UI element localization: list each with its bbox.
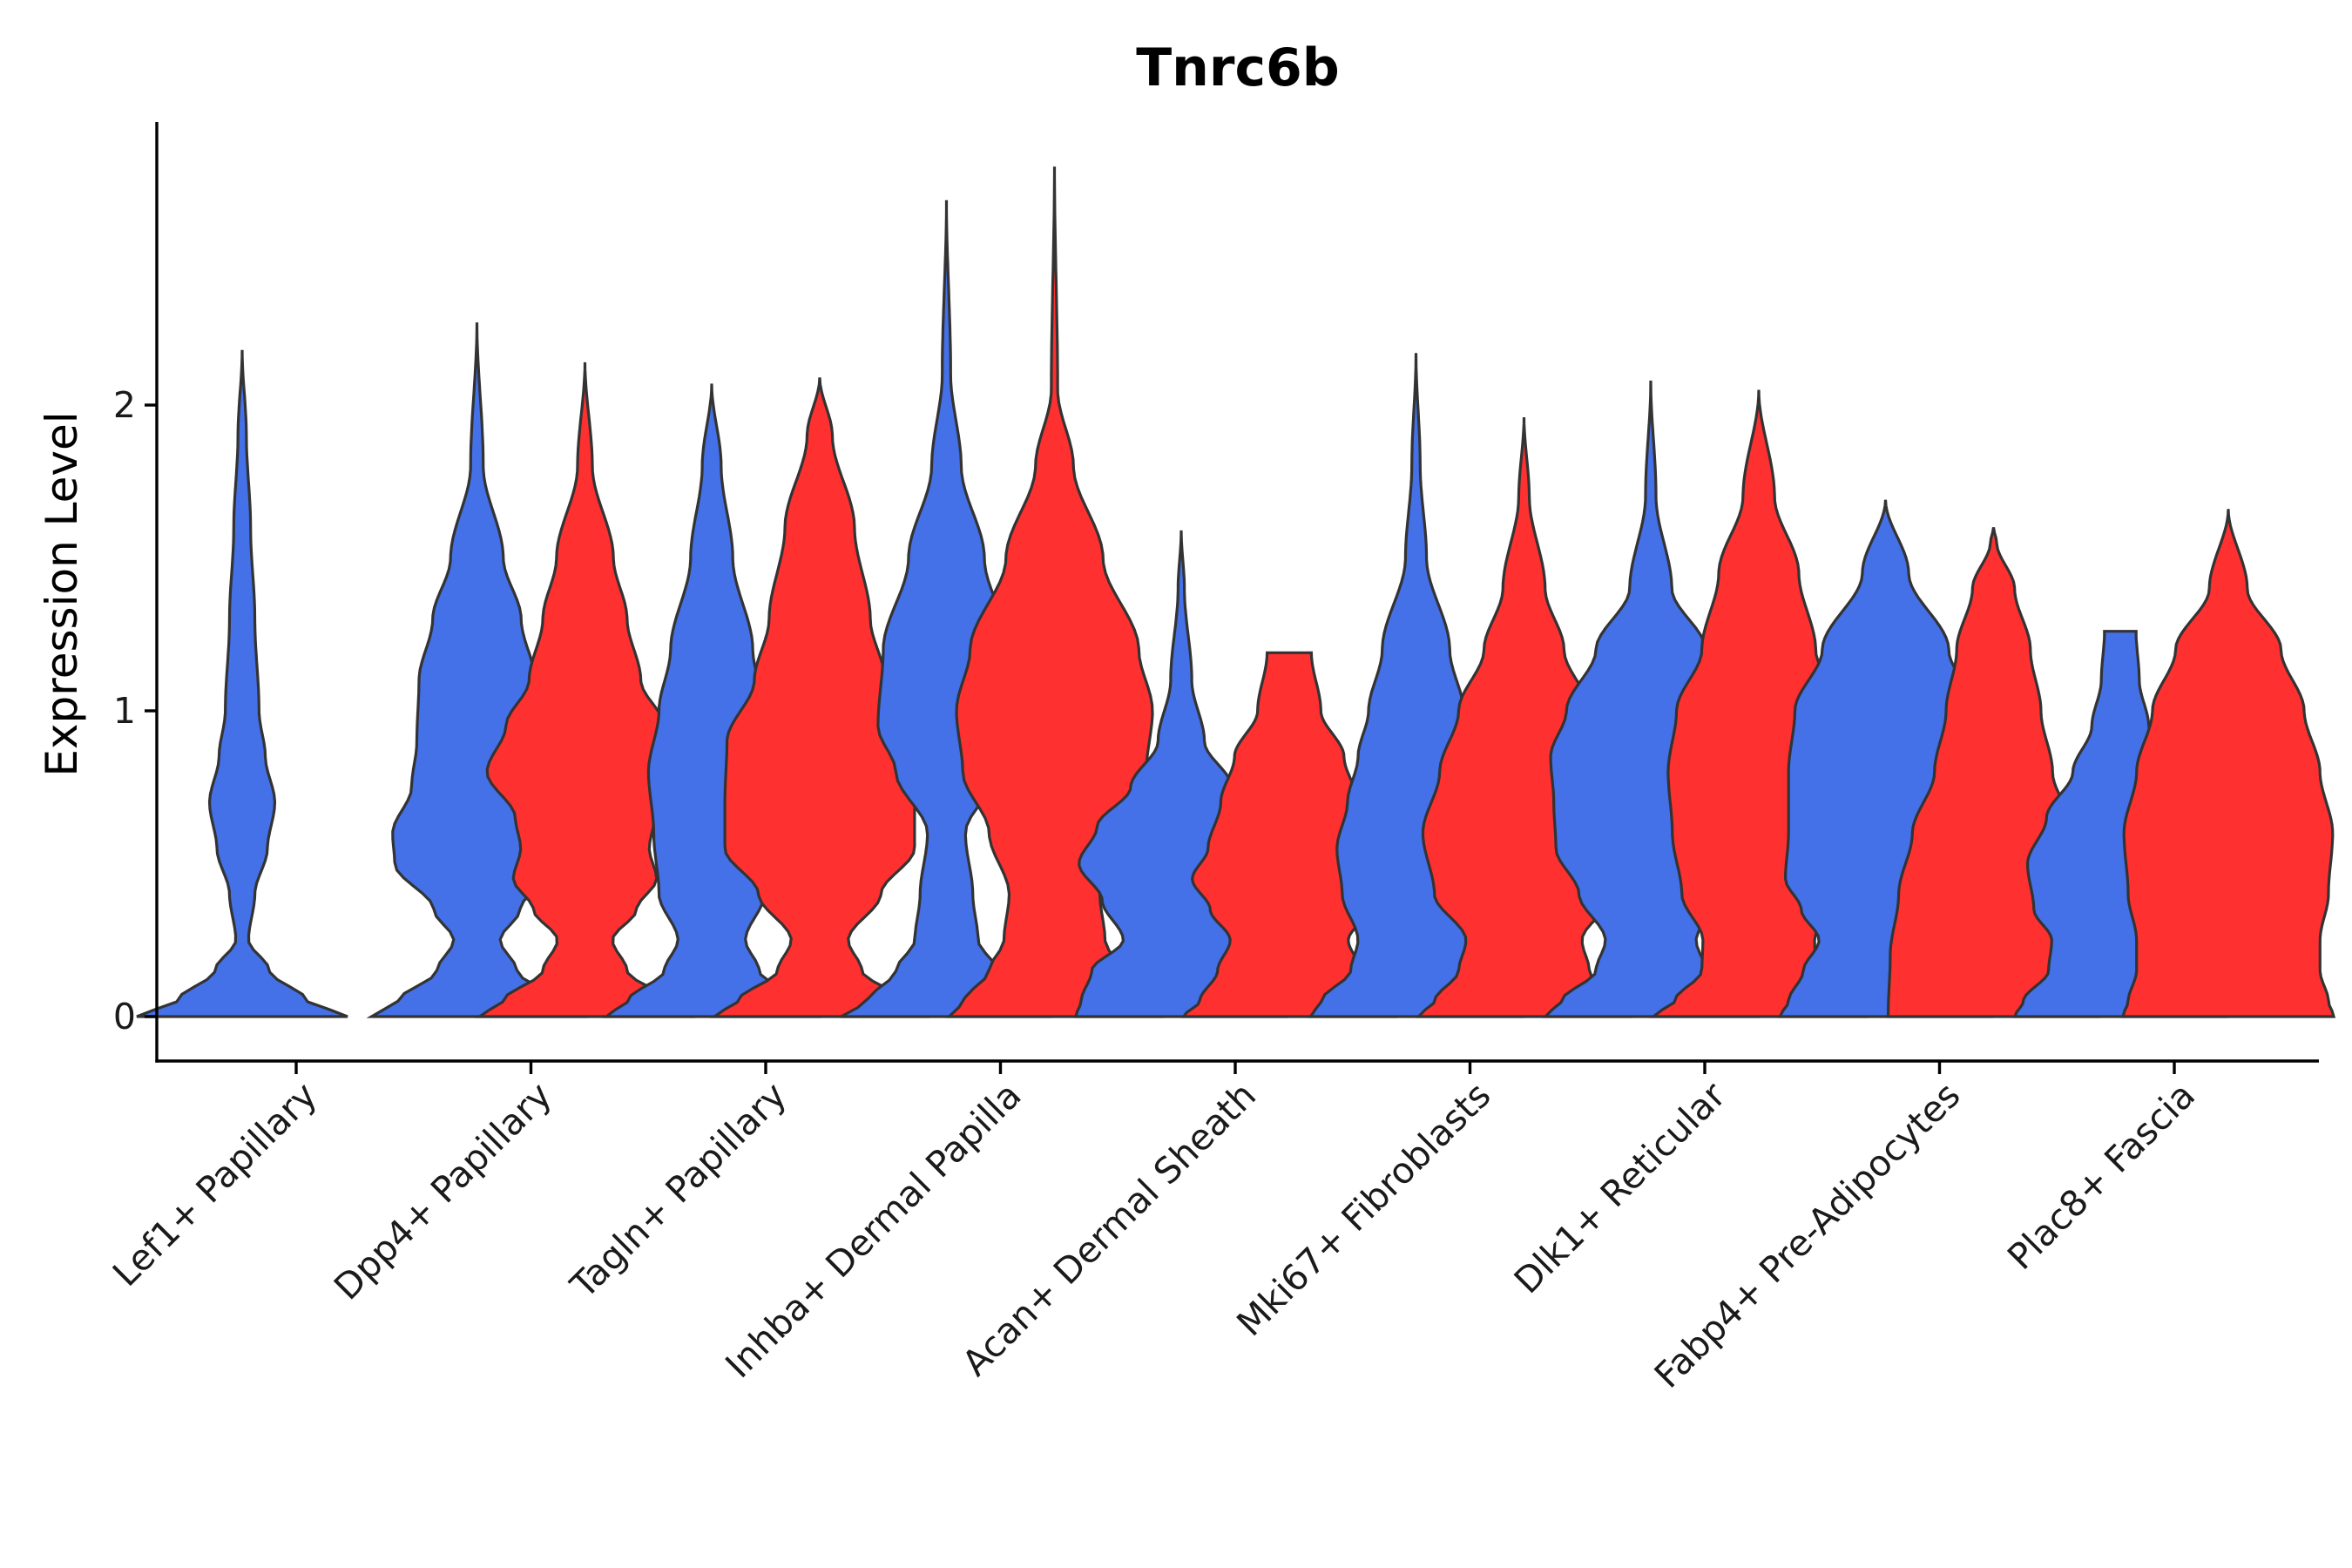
x-tick-label: Tagln+ Papillary bbox=[562, 1074, 794, 1307]
x-tick-label: Mki67+ Fibroblasts bbox=[1229, 1074, 1499, 1344]
y-tick-label: 0 bbox=[113, 996, 136, 1037]
violin-group_b-3 bbox=[945, 166, 1164, 1018]
violin-group_b-2 bbox=[709, 377, 930, 1018]
x-tick-label: Dlk1+ Reticular bbox=[1506, 1074, 1734, 1301]
violins-layer bbox=[136, 166, 2336, 1018]
x-tick-label: Dpp4+ Papillary bbox=[326, 1074, 559, 1308]
y-tick-label: 2 bbox=[113, 384, 136, 426]
violin-group_b-8 bbox=[2120, 509, 2336, 1018]
y-tick-label: 1 bbox=[113, 690, 136, 732]
chart-title: Tnrc6b bbox=[1136, 37, 1340, 98]
x-tick-label: Lef1+ Papillary bbox=[105, 1074, 325, 1294]
violin-group_a-0 bbox=[136, 349, 348, 1018]
x-tick-label: Plac8+ Fascia bbox=[1999, 1074, 2203, 1278]
y-axis-label: Expression Level bbox=[37, 411, 87, 776]
